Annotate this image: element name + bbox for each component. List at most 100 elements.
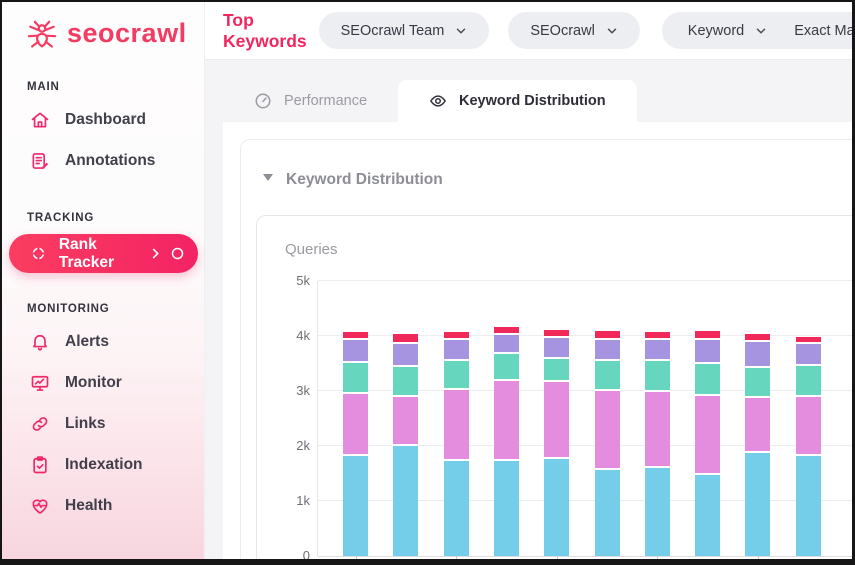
match-type-dropdown-value: Exact Match [794,22,855,39]
bar-segment[interactable] [493,354,519,382]
team-dropdown[interactable]: SEOcrawl Team [318,12,490,49]
tab-content-card: Keyword Distribution Queries 0 1k 2k 3k 4k 5k… [223,122,852,559]
x-axis-tick [355,556,357,559]
content-area: Performance Keyword Distribution Keyword… [205,61,852,559]
keyword-dropdown[interactable]: Keyword [688,23,767,39]
bar-segment[interactable] [695,364,721,396]
match-type-dropdown[interactable]: Exact Match [794,22,855,39]
y-axis-tick-label: 2k [296,438,310,453]
bar-segment[interactable] [795,455,821,556]
bar-segment[interactable] [493,460,519,556]
bar-segment[interactable] [745,342,771,368]
bar-segment[interactable] [544,359,570,383]
bar-segment[interactable] [343,331,368,340]
bar-segment[interactable] [795,397,821,456]
x-axis-tick [757,556,759,559]
bar-segment[interactable] [443,331,469,340]
bar-segment[interactable] [544,382,570,460]
spider-logo-icon [27,20,57,48]
bar-segment[interactable] [544,329,570,339]
bar-segment[interactable] [644,468,670,556]
header: Top Keywords SEOcrawl Team SEOcrawl Keyw… [205,2,852,60]
bar-segment[interactable] [393,367,419,397]
bar-segment[interactable] [343,362,368,394]
sidebar-item-label: Indexation [65,455,143,473]
bar-segment[interactable] [393,446,419,556]
tab-performance[interactable]: Performance [223,80,398,122]
bar-segment[interactable] [644,361,670,393]
bar-segment[interactable] [443,339,469,362]
sidebar-item-dashboard[interactable]: Dashboard [2,99,204,140]
chart-title: Queries [285,241,338,258]
bar-segment[interactable] [393,334,419,345]
section-label-tracking: TRACKING [27,212,95,224]
sidebar-item-label: Dashboard [65,110,146,128]
bar-segment[interactable] [594,339,620,361]
bar-segment[interactable] [493,381,519,461]
bar-segment[interactable] [745,397,771,454]
bar-segment[interactable] [443,361,469,390]
bar-segment[interactable] [594,391,620,470]
bar-segment[interactable] [544,459,570,556]
sidebar-item-indexation[interactable]: Indexation [2,444,204,485]
tab-label: Keyword Distribution [459,93,606,109]
team-dropdown-value: SEOcrawl Team [340,22,445,39]
bar-segment[interactable] [594,331,620,340]
bar-segment[interactable] [343,339,368,363]
bar-segment[interactable] [795,344,821,367]
bar-segment[interactable] [695,395,721,475]
chevron-right-icon[interactable] [148,246,163,261]
logo[interactable]: seocrawl [2,2,204,52]
project-dropdown-value: SEOcrawl [530,22,595,39]
link-icon [32,416,48,431]
sidebar-item-links[interactable]: Links [2,403,204,444]
home-icon [31,112,49,127]
bar-segment[interactable] [594,360,620,391]
bar-segment[interactable] [493,334,519,355]
project-dropdown[interactable]: SEOcrawl [508,12,640,49]
sidebar-item-rank-tracker[interactable]: Rank Tracker [9,234,198,273]
bar-segment[interactable] [493,327,519,335]
bar-segment[interactable] [795,366,821,398]
tab-keyword-distribution[interactable]: Keyword Distribution [398,80,637,122]
bar-segment[interactable] [745,333,771,343]
chevron-down-icon [607,28,617,33]
sidebar-item-alerts[interactable]: Alerts [2,321,204,362]
bar-segment[interactable] [393,396,419,446]
bar-segment[interactable] [695,331,721,340]
chevron-down-icon [756,28,766,33]
annotation-icon [32,152,49,169]
tab-bar: Performance Keyword Distribution [223,80,852,122]
sidebar-item-label: Health [65,496,113,514]
bar-segment[interactable] [644,339,670,362]
sidebar-item-annotations[interactable]: Annotations [2,140,204,181]
bar-segment[interactable] [795,336,821,345]
sidebar-item-monitor[interactable]: Monitor [2,362,204,403]
sidebar: seocrawl MAIN Dashboard Annotations TRAC… [2,2,205,559]
bar-segment[interactable] [644,392,670,468]
bell-icon [33,334,48,350]
bar-segment[interactable] [745,367,771,398]
bar-segment[interactable] [443,461,469,556]
panel-collapse-header[interactable]: Keyword Distribution [241,140,852,198]
sidebar-item-label: Rank Tracker [58,235,115,271]
bar-segment[interactable] [343,456,368,556]
y-axis-tick-label: 3k [296,383,310,398]
sidebar-item-label: Alerts [65,332,109,350]
sidebar-item-health[interactable]: Health [2,485,204,526]
bar-segment[interactable] [443,389,469,462]
bar-segment[interactable] [695,474,721,556]
monitor-icon [31,375,49,391]
bar-segment[interactable] [745,453,771,556]
bar-segment[interactable] [343,393,368,457]
bar-segment[interactable] [695,339,721,365]
bar-segment[interactable] [544,338,570,360]
bar-segment[interactable] [644,331,670,340]
x-axis-tick [456,556,458,559]
bar-segment[interactable] [594,469,620,556]
section-label-main: MAIN [27,81,60,93]
bar-segment[interactable] [393,344,419,368]
sidebar-item-label: Links [65,414,106,432]
plot-area: 01k2k3k4k5kOct 10Oct 12Oct 14Oct 16Oct 1… [296,273,852,559]
